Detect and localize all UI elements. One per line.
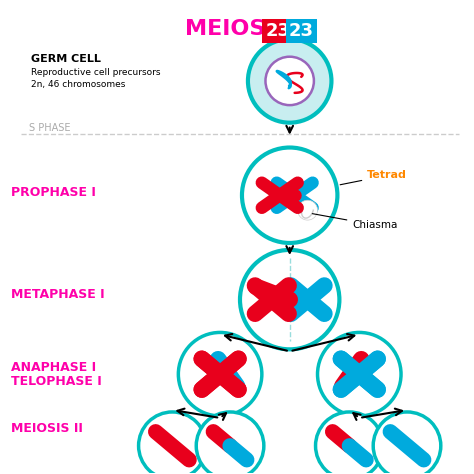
Text: 23: 23 <box>289 22 314 40</box>
Text: GERM CELL: GERM CELL <box>31 54 101 64</box>
Text: Chiasma: Chiasma <box>312 214 398 230</box>
Text: Tetrad: Tetrad <box>340 170 407 185</box>
Circle shape <box>240 250 339 349</box>
Circle shape <box>138 412 206 474</box>
Circle shape <box>248 39 331 123</box>
Text: TELOPHASE I: TELOPHASE I <box>11 374 102 388</box>
Text: MEIOSIS II: MEIOSIS II <box>11 422 83 435</box>
Text: MEIOSIS: MEIOSIS <box>185 19 289 39</box>
Circle shape <box>265 57 314 105</box>
Text: 2n, 46 chromosomes: 2n, 46 chromosomes <box>31 81 126 90</box>
Text: S PHASE: S PHASE <box>29 123 71 133</box>
Circle shape <box>318 332 401 416</box>
Circle shape <box>373 412 441 474</box>
Text: 23: 23 <box>265 22 290 40</box>
Circle shape <box>178 332 262 416</box>
Text: METAPHASE I: METAPHASE I <box>11 288 105 301</box>
Text: ANAPHASE I: ANAPHASE I <box>11 361 96 374</box>
Circle shape <box>316 412 383 474</box>
Text: Reproductive cell precursors: Reproductive cell precursors <box>31 68 161 77</box>
Circle shape <box>298 200 318 220</box>
Text: PROPHASE I: PROPHASE I <box>11 186 96 199</box>
Circle shape <box>196 412 264 474</box>
Circle shape <box>242 147 337 243</box>
